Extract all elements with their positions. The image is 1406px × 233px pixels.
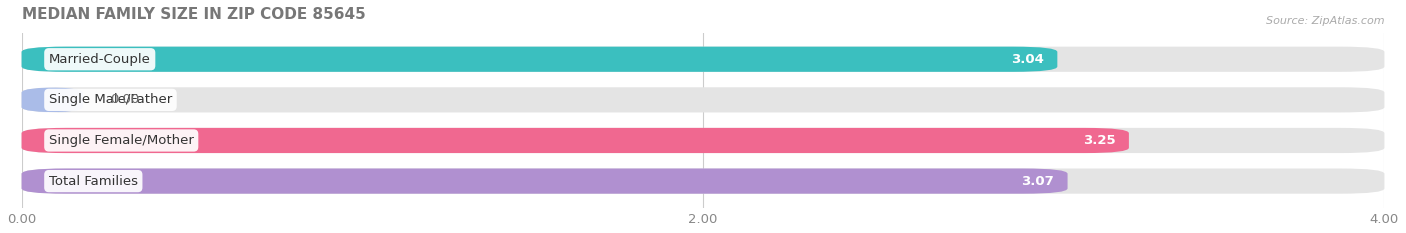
FancyBboxPatch shape [21, 128, 1385, 153]
Text: MEDIAN FAMILY SIZE IN ZIP CODE 85645: MEDIAN FAMILY SIZE IN ZIP CODE 85645 [21, 7, 366, 22]
FancyBboxPatch shape [21, 47, 1385, 72]
Text: Source: ZipAtlas.com: Source: ZipAtlas.com [1267, 16, 1385, 26]
FancyBboxPatch shape [21, 168, 1067, 194]
FancyBboxPatch shape [21, 128, 1129, 153]
Text: 3.07: 3.07 [1021, 175, 1054, 188]
Text: Married-Couple: Married-Couple [49, 53, 150, 66]
FancyBboxPatch shape [21, 47, 1057, 72]
FancyBboxPatch shape [21, 87, 83, 113]
Text: Single Female/Mother: Single Female/Mother [49, 134, 194, 147]
Text: 3.04: 3.04 [1011, 53, 1043, 66]
Text: 0.00: 0.00 [110, 93, 139, 106]
Text: 3.25: 3.25 [1083, 134, 1115, 147]
FancyBboxPatch shape [21, 87, 1385, 113]
FancyBboxPatch shape [21, 168, 1385, 194]
Text: Total Families: Total Families [49, 175, 138, 188]
Text: Single Male/Father: Single Male/Father [49, 93, 172, 106]
